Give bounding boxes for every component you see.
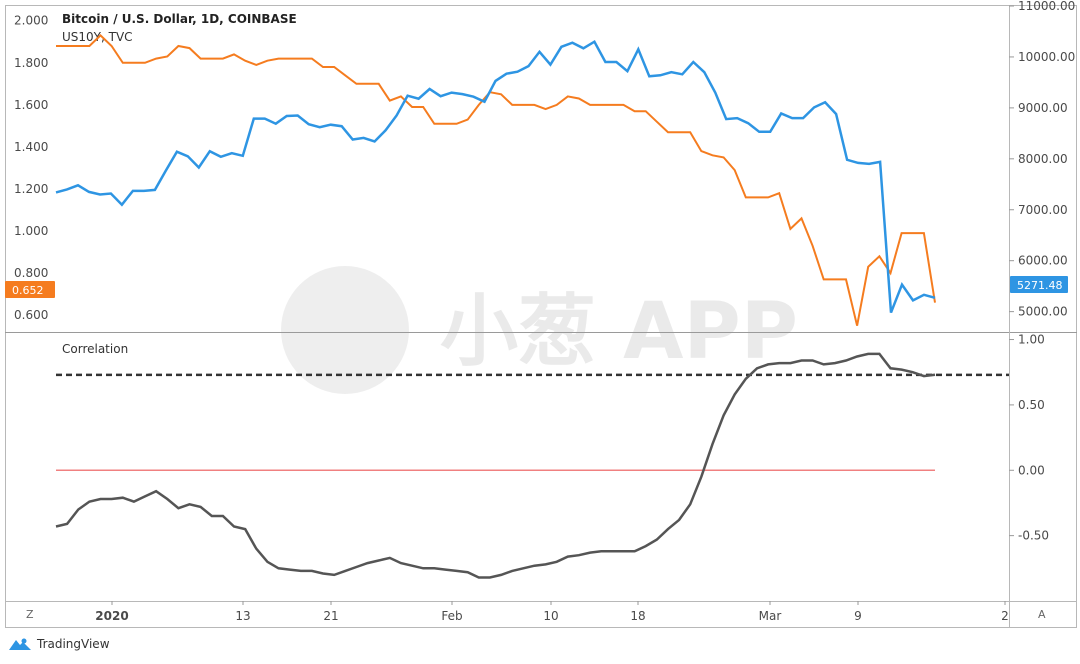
left-axis-tick-label: 2.000 <box>14 14 48 28</box>
us10y-series-line <box>56 34 936 326</box>
correlation-axis-tick-label: 0.50 <box>1018 398 1045 412</box>
auto-scale-button[interactable]: A <box>1038 608 1046 621</box>
left-axis-tick-label: 1.000 <box>14 224 48 238</box>
us10y-last-value: 0.652 <box>12 284 44 297</box>
correlation-title: Correlation <box>62 342 128 356</box>
left-axis-tick-label: 0.800 <box>14 266 48 280</box>
watermark-logo-icon <box>281 266 409 394</box>
time-axis-tick-label: 2 <box>1001 609 1009 623</box>
correlation-axis-ticks: 1.00 0.50 0.00 -0.50 <box>1009 333 1049 543</box>
time-axis-tick-label: 13 <box>235 609 250 623</box>
timezone-button[interactable]: Z <box>26 608 34 621</box>
time-axis-tick-label: 2020 <box>95 609 128 623</box>
chart-subtitle: US10Y, TVC <box>62 30 133 44</box>
footer: TradingView <box>8 637 110 651</box>
correlation-axis-tick-label: 1.00 <box>1018 333 1045 347</box>
correlation-axis-tick-label: 0.00 <box>1018 463 1045 477</box>
time-axis-tick-label: 18 <box>630 609 645 623</box>
time-axis-tick-label: Mar <box>759 609 782 623</box>
right-axis-tick-label: 8000.00 <box>1018 152 1068 166</box>
right-axis-tick-label: 10000.00 <box>1018 50 1075 64</box>
time-axis-tick-label: Feb <box>441 609 462 623</box>
right-axis-tick-label: 9000.00 <box>1018 101 1068 115</box>
correlation-axis-tick-label: -0.50 <box>1018 529 1049 543</box>
left-axis-tick-label: 1.800 <box>14 56 48 70</box>
us10y-last-value-badge: 0.652 <box>5 281 55 298</box>
right-axis-tick-label: 6000.00 <box>1018 254 1068 268</box>
time-axis-tick-label: 9 <box>854 609 862 623</box>
left-axis-tick-label: 1.400 <box>14 140 48 154</box>
correlation-reference-lines <box>56 373 1009 472</box>
left-axis-tick-label: 0.600 <box>14 308 48 322</box>
correlation-series-line <box>55 352 936 579</box>
left-axis-tick-label: 1.200 <box>14 182 48 196</box>
right-axis-tick-label: 11000.00 <box>1018 0 1075 13</box>
time-axis-ticks: 2020 13 21 Feb 10 18 Mar 9 2 <box>95 601 1009 623</box>
time-axis-tick-label: 21 <box>323 609 338 623</box>
btc-last-value-badge: 5271.48 <box>1010 276 1068 293</box>
left-axis-tick-label: 1.600 <box>14 98 48 112</box>
time-axis-tick-label: 10 <box>543 609 558 623</box>
right-axis-tick-label: 5000.00 <box>1018 305 1068 319</box>
tradingview-logo-icon <box>9 638 31 650</box>
left-axis-ticks: 2.000 1.800 1.600 1.400 1.200 1.000 0.800 0.600 <box>14 14 48 322</box>
footer-brand[interactable]: TradingView <box>37 637 110 651</box>
btc-last-value: 5271.48 <box>1017 279 1063 292</box>
outer-frame <box>5 5 1077 628</box>
right-axis-tick-label: 7000.00 <box>1018 203 1068 217</box>
btc-series-line <box>55 39 936 314</box>
right-axis-ticks: 11000.00 10000.00 9000.00 8000.00 7000.00 600… <box>1009 0 1075 319</box>
chart-title: Bitcoin / U.S. Dollar, 1D, COINBASE <box>62 12 297 26</box>
